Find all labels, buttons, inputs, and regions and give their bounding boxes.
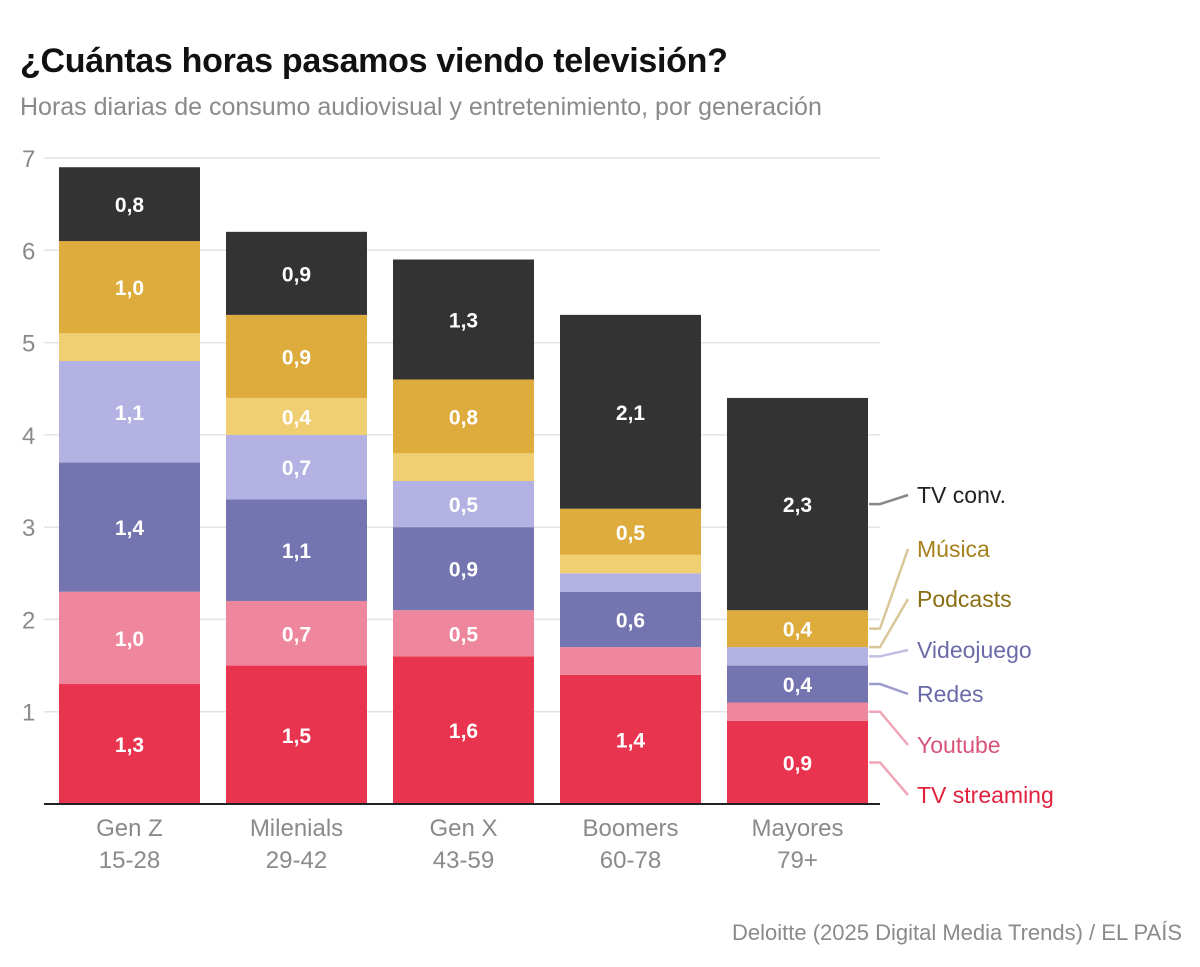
data-label: 0,4	[783, 619, 813, 642]
bar-segment-tv_streaming	[727, 720, 868, 804]
chart-subtitle: Horas diarias de consumo audiovisual y e…	[20, 93, 822, 121]
bar-segment-tv_conv	[393, 259, 534, 380]
bar-segment-redes	[727, 665, 868, 703]
bar-segment-videojuego	[727, 647, 868, 666]
x-category-range: 29-42	[266, 847, 327, 874]
bar-segment-videojuego	[393, 481, 534, 528]
data-label: 0,5	[616, 522, 646, 545]
bar-segment-tv_conv	[727, 397, 868, 611]
bar-segment-podcasts	[226, 397, 367, 435]
data-label: 1,3	[449, 310, 478, 333]
bar-segment-redes	[560, 591, 701, 648]
data-label: 1,1	[115, 402, 145, 425]
bar-segment-videojuego	[226, 434, 367, 500]
data-label: 1,4	[115, 517, 145, 540]
data-label: 0,8	[449, 406, 479, 429]
bar-segment-tv_streaming	[226, 665, 367, 804]
data-label: 0,6	[616, 609, 645, 632]
data-label: 0,5	[449, 494, 479, 517]
legend-label-tv_conv: TV conv.	[917, 482, 1006, 508]
legend-leader-tv_streaming	[869, 761, 909, 796]
bar-segment-redes	[393, 527, 534, 611]
x-category-label: Gen X	[429, 815, 497, 842]
data-label: 1,6	[449, 720, 478, 743]
bar-segment-tv_streaming	[560, 674, 701, 804]
data-label: 1,5	[282, 725, 312, 748]
y-tick-label: 3	[22, 515, 35, 542]
x-category-label: Boomers	[582, 815, 678, 842]
x-category-range: 43-59	[433, 847, 494, 874]
data-label: 1,1	[282, 540, 312, 563]
bar-segment-redes	[59, 462, 200, 592]
bar-segment-youtube	[226, 600, 367, 666]
data-label: 2,3	[783, 494, 812, 517]
y-tick-label: 5	[22, 331, 35, 358]
bar-segment-podcasts	[560, 554, 701, 574]
data-label: 1,3	[115, 734, 144, 757]
bar-segment-youtube	[59, 591, 200, 685]
legend-label-tv_streaming: TV streaming	[917, 782, 1054, 808]
bar-segment-musica	[560, 508, 701, 555]
data-label: 1,0	[115, 628, 144, 651]
chart-title: ¿Cuántas horas pasamos viendo televisión…	[20, 42, 728, 80]
bar-segment-tv_conv	[560, 314, 701, 509]
bar-segment-podcasts	[393, 453, 534, 481]
y-tick-label: 2	[22, 607, 35, 634]
bar-segment-musica	[393, 379, 534, 454]
legend-leader-videojuego	[869, 648, 909, 658]
bar-segment-videojuego	[59, 361, 200, 463]
data-label: 0,8	[115, 194, 145, 217]
bar-segment-tv_conv	[59, 167, 200, 242]
bar-segment-tv_streaming	[59, 684, 200, 804]
y-tick-label: 7	[22, 146, 35, 173]
legend-label-videojuego: Videojuego	[917, 637, 1032, 663]
data-label: 0,5	[449, 623, 479, 646]
legend-leader-youtube	[869, 710, 909, 746]
legend-label-youtube: Youtube	[917, 732, 1001, 758]
data-label: 0,4	[783, 674, 813, 697]
data-label: 0,9	[449, 559, 478, 582]
x-category-range: 15-28	[99, 847, 160, 874]
legend-label-musica: Música	[917, 536, 990, 562]
bar-segment-podcasts	[59, 333, 200, 362]
source-credit: Deloitte (2025 Digital Media Trends) / E…	[732, 920, 1182, 945]
data-label: 1,4	[616, 729, 646, 752]
x-category-label: Gen Z	[96, 815, 163, 842]
bar-segment-youtube	[727, 702, 868, 721]
bar-segment-musica	[226, 314, 367, 398]
y-tick-label: 1	[22, 700, 35, 727]
bar-segment-redes	[226, 499, 367, 601]
bar-segment-musica	[727, 610, 868, 648]
y-tick-label: 6	[22, 238, 35, 265]
x-category-range: 60-78	[600, 847, 661, 874]
y-tick-label: 4	[22, 423, 35, 450]
bar-segment-tv_streaming	[393, 656, 534, 804]
data-label: 0,9	[282, 346, 311, 369]
legend-label-podcasts: Podcasts	[917, 586, 1012, 612]
x-category-label: Milenials	[250, 815, 343, 842]
legend-leader-musica	[869, 548, 910, 630]
data-label: 0,7	[282, 457, 311, 480]
data-label: 2,1	[616, 402, 646, 425]
data-label: 0,9	[783, 752, 812, 775]
data-label: 0,7	[282, 623, 311, 646]
data-label: 1,0	[115, 277, 144, 300]
legend-leader-redes	[869, 682, 909, 696]
legend-label-redes: Redes	[917, 681, 983, 707]
legend-leader-tv_conv	[869, 493, 909, 506]
bar-segment-musica	[59, 241, 200, 334]
bar-segment-tv_conv	[226, 231, 367, 315]
bar-segment-youtube	[560, 647, 701, 675]
legend-leader-podcasts	[869, 598, 910, 649]
x-category-range: 79+	[777, 847, 818, 874]
data-label: 0,4	[282, 406, 312, 429]
bar-segment-youtube	[393, 610, 534, 657]
bar-segment-videojuego	[560, 573, 701, 592]
x-category-label: Mayores	[751, 815, 843, 842]
data-label: 0,9	[282, 263, 311, 286]
